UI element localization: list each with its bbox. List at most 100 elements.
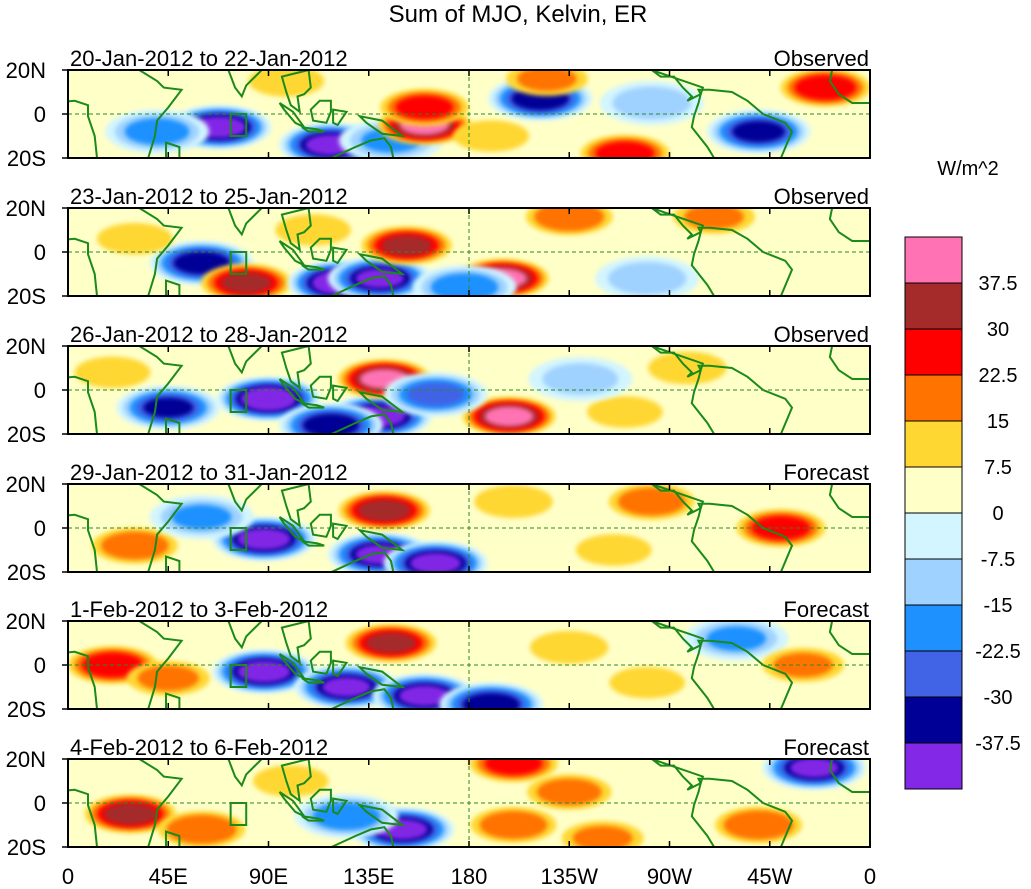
coastlines [68,759,870,847]
coastline [318,275,395,296]
y-tick-label: 20S [7,146,46,171]
coastline [280,759,312,804]
x-axis: 0 45E 90E 135E 180 135W 90W 45W 0 [62,864,876,889]
coastline [301,264,325,271]
anomaly-contour [124,118,190,145]
coastline [280,484,312,529]
anomaly-contour [143,397,194,418]
coastline [356,665,406,689]
coastline [68,346,184,434]
anomaly-contour [406,382,465,407]
colorbar-tick-label: -7.5 [981,549,1015,571]
anomaly-contour [732,120,786,143]
panel-date-range: 26-Jan-2012 to 28-Jan-2012 [70,322,348,347]
panel: 23-Jan-2012 to 25-Jan-2012 Observed 20N 0 20… [6,184,871,309]
y-tick-label: 0 [34,102,46,127]
coastline [828,346,870,380]
coastline [332,797,349,816]
y-tick-label: 20N [6,58,46,83]
coastline [690,639,794,709]
anomaly-contour [248,70,325,97]
coastline [278,378,305,405]
coastlines [68,346,870,434]
coastline [318,826,395,847]
coastline [165,279,181,296]
coastline [301,677,325,684]
colorbar-swatch [904,696,963,744]
coastline [309,375,332,400]
coastline [68,621,184,709]
anomaly-contour [322,677,371,697]
x-tick-label: 45E [149,864,188,889]
anomaly-contour [723,810,794,840]
coastline [309,99,332,124]
coastline [309,237,332,262]
coastline [332,384,349,403]
panel-date-range: 23-Jan-2012 to 25-Jan-2012 [70,184,348,209]
anomaly-contour [536,778,602,806]
y-tick-label: 0 [34,791,46,816]
y-tick-label: 0 [34,653,46,678]
panel-date-range: 4-Feb-2012 to 6-Feb-2012 [70,735,328,760]
anomaly-contour [221,272,272,293]
anomaly-contour [97,223,173,255]
panel: 26-Jan-2012 to 28-Jan-2012 Observed 20N 0 20… [6,322,871,447]
colorbar-tick-label: -15 [984,595,1013,617]
coastline [165,692,181,709]
coastline [332,659,349,678]
panel: 1-Feb-2012 to 3-Feb-2012 Forecast 20N 0 20S [6,597,871,722]
colorbar-tick-label: -30 [984,687,1013,709]
coastline [318,551,395,572]
coastline [195,346,264,375]
anomaly-contour [74,356,151,389]
coastline [195,759,264,788]
anomaly-contour [607,262,687,295]
coastline [195,621,264,650]
y-tick-label: 20N [6,747,46,772]
coastline [165,141,181,158]
colorbar-swatch [904,420,963,468]
coastline [309,788,332,813]
coastline [165,417,181,434]
coastline [301,815,325,822]
coastline [278,102,305,129]
coastline [68,759,184,847]
coastline [278,516,305,543]
coastline [68,484,184,572]
panels: 20-Jan-2012 to 22-Jan-2012 Observed 20N 0 20… [6,46,871,860]
coastline [690,88,794,158]
colorbar-swatch [904,512,963,560]
coastlines [68,208,870,296]
coastline [280,346,312,391]
coastline [318,137,395,158]
anomaly-contour [395,95,454,120]
anomaly-contour [575,534,652,566]
coastline [165,830,181,847]
colorbar-tick-label: 30 [987,319,1009,341]
coastline [356,390,406,414]
coastline [309,650,332,675]
anomaly-contour [357,499,411,522]
anomaly-contour [399,685,450,707]
anomaly-contour [410,552,462,572]
anomaly-contour [103,803,157,825]
y-tick-label: 20N [6,609,46,634]
colorbar-tick-label: 7.5 [984,457,1012,479]
panel-status: Observed [774,184,869,209]
colorbar-tick-label: -37.5 [975,733,1021,755]
anomaly-contour [381,235,432,256]
coastlines [68,70,870,158]
anomaly-contour [517,70,577,92]
colorbar-unit-label: W/m^2 [937,158,999,180]
colorbar-swatch [904,742,963,790]
coastline [195,484,264,513]
anomaly-contour [706,626,767,651]
colorbar-swatch [904,466,963,514]
anomaly-contour [171,504,232,530]
y-tick-label: 20S [7,835,46,860]
colorbar-tick-label: -22.5 [975,641,1021,663]
panel-date-range: 1-Feb-2012 to 3-Feb-2012 [70,597,328,622]
coastline [278,653,305,680]
panel-status: Forecast [783,597,869,622]
